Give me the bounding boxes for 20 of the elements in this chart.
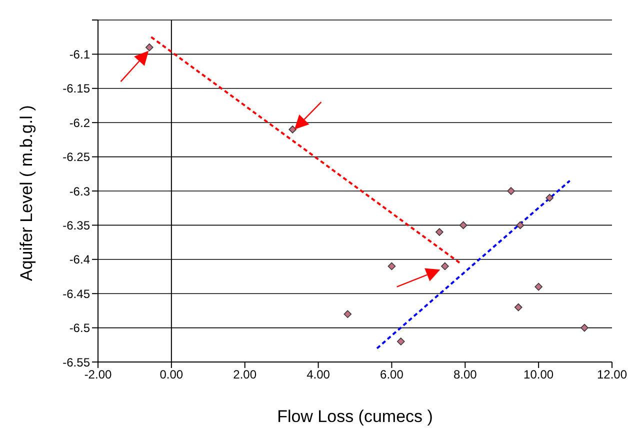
x-tick-label: -2.00 [84, 368, 112, 382]
y-tick-label: -6.4 [69, 252, 90, 267]
x-tick-label: 4.00 [306, 368, 330, 382]
y-tick-label: -6.1 [69, 47, 90, 62]
y-tick-label: -6.25 [62, 150, 90, 164]
y-axis-title: Aquifer Level ( m.b.g.l ) [17, 105, 36, 281]
y-tick-label: -6.2 [69, 116, 90, 130]
x-tick-label: 10.00 [524, 368, 554, 382]
y-tick-label: -6.15 [62, 82, 90, 96]
y-tick-label: -6.45 [62, 286, 90, 301]
y-tick-label: -6.55 [62, 355, 90, 370]
x-tick-label: 0.00 [160, 368, 184, 382]
y-tick-label: -6.3 [69, 184, 90, 198]
x-tick-label: 8.00 [453, 368, 478, 382]
y-tick-label: -6.5 [69, 321, 90, 336]
y-tick-label: -6.35 [62, 218, 90, 232]
x-axis-title: Flow Loss (cumecs ) [277, 407, 433, 426]
x-tick-label: 12.00 [596, 368, 628, 382]
x-tick-label: 2.00 [233, 368, 257, 382]
x-tick-label: 6.00 [380, 368, 404, 382]
